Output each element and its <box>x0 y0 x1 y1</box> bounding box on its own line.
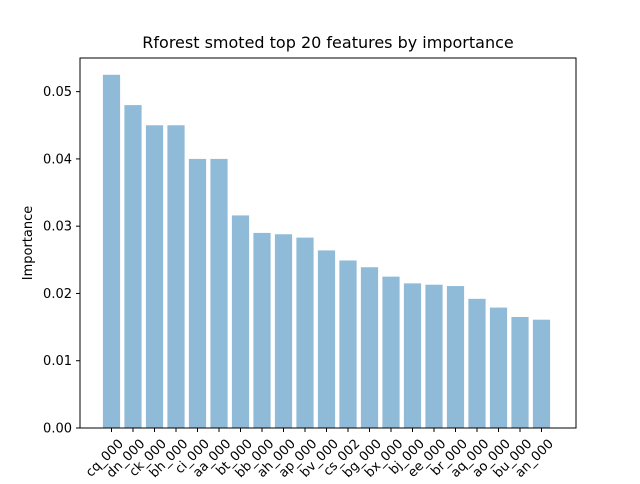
bar-ah_000 <box>274 234 293 428</box>
bar-aq_000 <box>468 298 486 428</box>
bar-ao_000 <box>489 307 508 428</box>
bar-cs_002 <box>339 260 357 428</box>
y-tick-label: 0.01 <box>43 354 72 369</box>
y-tick-label: 0.00 <box>43 422 72 437</box>
plot-frame <box>79 57 577 429</box>
bar-bg_000 <box>360 267 379 428</box>
bar-cq_000 <box>102 74 121 428</box>
bar-bv_000 <box>317 250 336 428</box>
bar-bt_000 <box>231 215 250 428</box>
bar-ci_000 <box>188 158 207 428</box>
bar-ck_000 <box>145 125 164 429</box>
bar-br_000 <box>446 286 465 428</box>
y-tick-label: 0.05 <box>43 85 72 100</box>
bar-bh_000 <box>167 125 185 429</box>
bar-bx_000 <box>382 276 400 428</box>
y-axis-label: Importance <box>21 206 36 281</box>
y-axis-ticks: 0.00 0.01 0.02 0.03 0.04 0.05 <box>43 85 80 437</box>
bars-group <box>102 74 551 429</box>
bar-bu_000 <box>511 317 529 428</box>
bar-bj_000 <box>403 283 422 428</box>
x-axis-ticks: cq_000dn_000ck_000bh_000ci_000aa_000bt_0… <box>83 428 557 481</box>
bar-ap_000 <box>296 237 314 428</box>
bar-bb_000 <box>253 232 271 428</box>
bar-aa_000 <box>210 158 228 428</box>
y-tick-label: 0.04 <box>43 152 72 167</box>
bar-an_000 <box>532 319 551 428</box>
bar-ee_000 <box>425 284 443 428</box>
chart-title: Rforest smoted top 20 features by import… <box>142 33 513 52</box>
y-tick-label: 0.02 <box>43 287 72 302</box>
y-tick-label: 0.03 <box>43 220 72 235</box>
bar-dn_000 <box>124 105 142 428</box>
